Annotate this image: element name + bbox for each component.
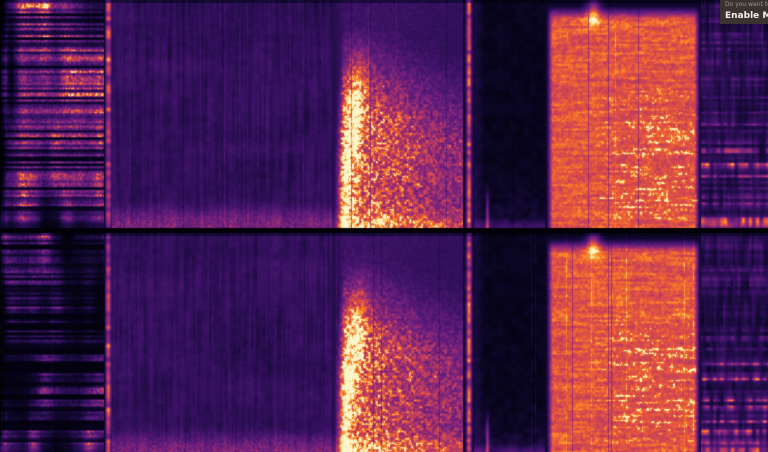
enable-mixer-menu-item[interactable]: Enable Mixe [725, 11, 768, 21]
notification-popup: Do you want to Enable Mixe [720, 0, 768, 24]
popup-prompt-text: Do you want to [725, 1, 768, 8]
